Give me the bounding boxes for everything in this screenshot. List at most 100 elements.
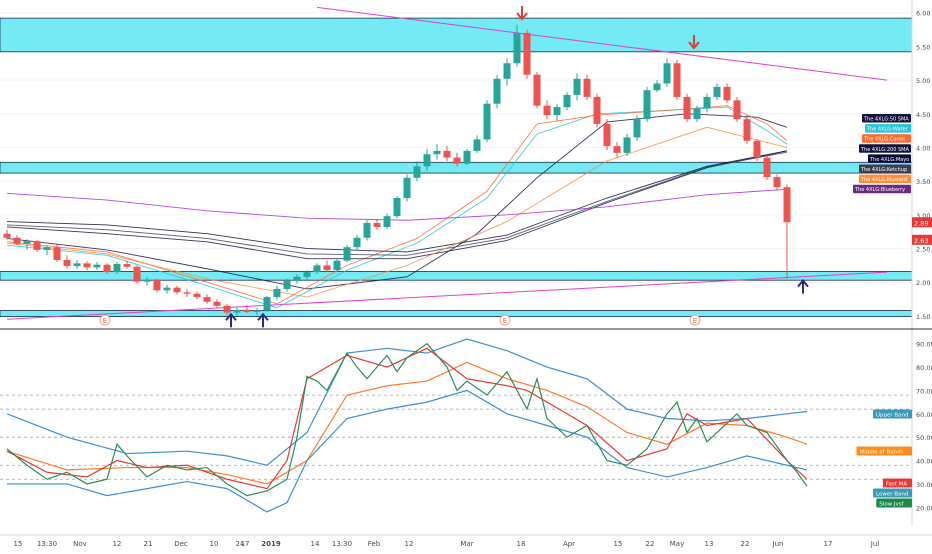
legend-tag bbox=[865, 124, 911, 133]
earnings-label: E bbox=[693, 317, 697, 325]
candle-body bbox=[143, 279, 151, 282]
candle-body bbox=[753, 140, 761, 158]
oscillator-line bbox=[6, 342, 808, 497]
candle-body bbox=[413, 166, 421, 178]
candle-body bbox=[323, 265, 331, 271]
candle-body bbox=[73, 263, 81, 267]
legend-label: The 4XLG:Ketchup bbox=[860, 167, 907, 173]
trendline bbox=[6, 271, 888, 320]
legend-label: Slow Jvsf bbox=[879, 502, 904, 508]
candle-body bbox=[63, 259, 71, 267]
up-arrow-icon bbox=[797, 279, 809, 294]
trendline bbox=[316, 6, 888, 81]
candle-body bbox=[603, 123, 611, 147]
candle-body bbox=[553, 107, 561, 116]
oscillator-line bbox=[6, 338, 808, 466]
candle-body bbox=[643, 90, 651, 120]
candle-body bbox=[683, 96, 691, 120]
price-tick-label: 2.00 bbox=[916, 279, 930, 287]
time-tick-label: 22 bbox=[741, 540, 750, 548]
time-tick-label: May bbox=[670, 540, 684, 548]
time-tick-label: 17 bbox=[824, 540, 833, 548]
time-tick-label: 17 bbox=[241, 540, 250, 548]
candle-body bbox=[33, 241, 41, 250]
legend-tag bbox=[859, 174, 911, 184]
candle-body bbox=[193, 293, 201, 298]
candle-body bbox=[483, 103, 491, 140]
osc-tick-label: 60.00 bbox=[916, 411, 932, 419]
candle-body bbox=[723, 86, 731, 101]
time-tick-label: 13 bbox=[705, 540, 714, 548]
time-tick-label: Jun bbox=[772, 540, 784, 548]
moving-average-line bbox=[6, 151, 788, 256]
time-tick-label: 2019 bbox=[261, 540, 281, 548]
legend-label: The 4XLG:Carrot bbox=[863, 137, 905, 143]
candle-body bbox=[403, 177, 411, 199]
price-tick-label: 5.50 bbox=[916, 43, 930, 51]
legend-label: The 4XLG:200 SMA bbox=[860, 147, 909, 153]
time-tick-label: 22 bbox=[646, 540, 655, 548]
candle-body bbox=[743, 119, 751, 141]
arrow-head bbox=[225, 312, 237, 321]
candle-body bbox=[293, 276, 301, 281]
legend-label: Middle of Bands bbox=[860, 450, 904, 456]
candle-body bbox=[363, 222, 371, 238]
legend-label: The 4XLG:Mustard bbox=[860, 177, 907, 183]
osc-tick-label: 80.00 bbox=[916, 364, 932, 372]
candle-body bbox=[703, 96, 711, 109]
candle-body bbox=[353, 237, 361, 248]
candle-body bbox=[763, 157, 771, 178]
candle-body bbox=[173, 287, 181, 293]
candle-body bbox=[283, 280, 291, 289]
candle-body bbox=[573, 78, 581, 95]
price-tick-label: 3.00 bbox=[916, 212, 930, 220]
candle-body bbox=[493, 78, 501, 104]
last-price-tag bbox=[912, 234, 932, 245]
legend-tag bbox=[882, 478, 912, 488]
support-resistance-zone bbox=[0, 161, 913, 174]
legend-tag bbox=[859, 164, 911, 173]
candle-body bbox=[453, 157, 461, 164]
osc-tick-label: 20.00 bbox=[916, 504, 932, 512]
candle-body bbox=[253, 310, 261, 312]
candle-body bbox=[343, 247, 351, 261]
candle-body bbox=[313, 265, 321, 273]
time-tick-label: 12 bbox=[405, 540, 414, 548]
candle-body bbox=[213, 301, 221, 306]
candle-body bbox=[693, 108, 701, 120]
candle-body bbox=[123, 264, 131, 267]
down-arrow-icon bbox=[688, 35, 700, 50]
candle-body bbox=[773, 177, 781, 188]
time-tick-label: 13:30 bbox=[332, 540, 352, 548]
candle-body bbox=[3, 233, 11, 238]
price-tick-label: 5.00 bbox=[916, 77, 930, 85]
candle-body bbox=[223, 305, 231, 313]
candle-body bbox=[53, 247, 61, 260]
oscillator-panel: 20.00 30.00 40.00 50.00 60.00 70.00 80.00 90.00… bbox=[0, 338, 932, 513]
legend-tag bbox=[873, 488, 912, 498]
legend-tag bbox=[859, 144, 911, 153]
price-tick-label: 4.50 bbox=[916, 111, 930, 119]
earnings-marker-icon bbox=[499, 314, 511, 326]
time-tick-label: 24 bbox=[236, 540, 245, 548]
up-arrow-icon bbox=[225, 312, 237, 328]
candle-body bbox=[523, 32, 531, 75]
candle-body bbox=[613, 146, 621, 153]
candle-body bbox=[733, 100, 741, 120]
candle-body bbox=[163, 287, 171, 291]
legend-label: Upper Band bbox=[876, 413, 909, 419]
candle-body bbox=[583, 78, 591, 97]
candle-body bbox=[263, 297, 271, 311]
candle-body bbox=[713, 86, 721, 97]
candle-body bbox=[783, 187, 791, 223]
time-tick-label: Mar bbox=[460, 540, 473, 548]
candle-body bbox=[183, 292, 191, 294]
candle-body bbox=[433, 150, 441, 155]
last-price-label: 2.89 bbox=[914, 219, 928, 227]
candle-body bbox=[673, 63, 681, 97]
time-tick-label: Nov bbox=[73, 540, 87, 548]
candle-body bbox=[333, 260, 341, 271]
